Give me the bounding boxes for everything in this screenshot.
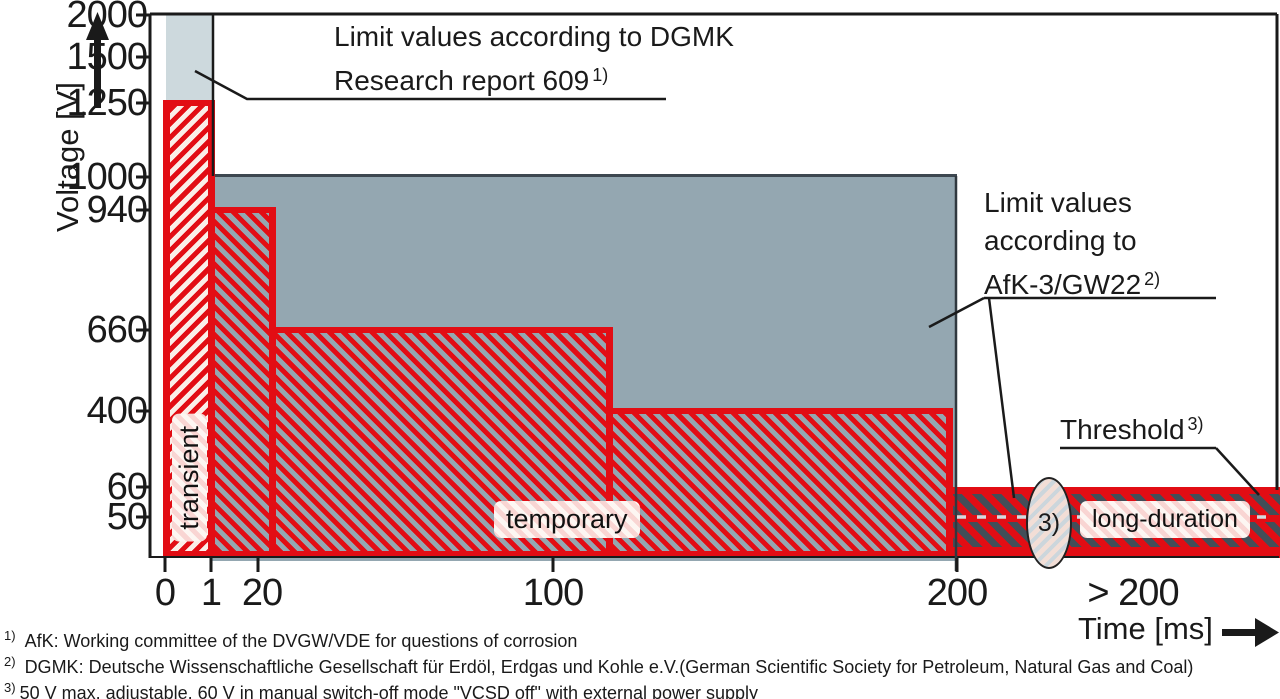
y-tick-50: 50: [106, 496, 148, 538]
y-tick-2000: 2000: [66, 0, 148, 36]
y-tick-1500: 1500: [66, 36, 148, 78]
step-column-940V-hatch: [215, 213, 269, 551]
dgmk-annotation-line2: Research report 609 1): [334, 65, 609, 96]
step-top-1250V: [163, 100, 215, 106]
afk-leader-line-band: [987, 297, 1016, 499]
footnote-1-text: AfK: Working committee of the DVGW/VDE f…: [24, 631, 578, 651]
time-axis-arrow-icon: [1222, 618, 1279, 647]
footnote-3-marker-text: 3): [4, 680, 16, 695]
step-top-940V: [208, 207, 276, 213]
afk-annotation: Limit values according to AfK-3/GW22 2): [984, 184, 1160, 304]
x-tick-200: 200: [926, 572, 988, 614]
step-top-660V: [269, 327, 613, 333]
step-outline-200ms-edge: [946, 408, 953, 558]
region-label-temporary: temporary: [494, 501, 640, 538]
footnote-1-marker: 1): [4, 628, 16, 643]
footnote-2-marker: 2): [4, 654, 16, 669]
footnote-2-text: DGMK: Deutsche Wissenschaftliche Gesells…: [24, 657, 1194, 677]
x-axis-title: Time [ms]: [1078, 611, 1213, 646]
step-column-400V-hatch: [613, 414, 946, 551]
x-tick-0: 0: [154, 572, 176, 614]
x-tick-1: 1: [200, 572, 222, 614]
step-outline-left-edge: [163, 100, 170, 558]
step-outline-100ms-edge: [606, 327, 613, 558]
footnote-1: 1) AfK: Working committee of the DVGW/VDE…: [4, 624, 577, 653]
region-label-long-duration: long-duration: [1080, 501, 1250, 538]
long-duration-threshold-band: [953, 487, 1280, 558]
step-outline-20ms-edge: [269, 207, 276, 558]
y-axis-title: Voltage [V]: [50, 82, 85, 232]
y-tick-400: 400: [86, 390, 148, 432]
step-outline-1ms-edge: [208, 103, 215, 558]
threshold-annotation: Threshold 3): [1060, 414, 1204, 445]
threshold-footnote-marker: 3): [1187, 414, 1204, 434]
x-tick-100: 100: [522, 572, 584, 614]
footnote-3-ellipse-marker: 3): [1026, 477, 1072, 569]
step-bottom-edge: [163, 551, 1280, 558]
footnote-2: 2) DGMK: Deutsche Wissenschaftliche Gesel…: [4, 650, 1193, 679]
region-label-transient: transient: [172, 414, 207, 542]
dgmk-footnote-marker: 1): [592, 65, 609, 85]
afk-footnote-marker: 2): [1144, 269, 1161, 289]
footnote-3-text: 50 V max. adjustable, 60 V in manual swi…: [19, 683, 759, 699]
x-tick-gt200: > 200: [1087, 572, 1179, 614]
dgmk-limit-region: [166, 15, 213, 103]
y-tick-1250: 1250: [66, 82, 148, 124]
footnote-3: 3) 50 V max. adjustable, 60 V in manual s…: [4, 676, 758, 699]
y-tick-660: 660: [86, 309, 148, 351]
dgmk-annotation: Limit values according to DGMK Research …: [334, 18, 734, 100]
dgmk-annotation-line1: Limit values according to DGMK: [334, 21, 734, 52]
y-tick-1000: 1000: [66, 156, 148, 198]
afk-annotation-line2: according to: [984, 225, 1137, 256]
footnote-3-ellipse-label: 3): [1037, 508, 1061, 537]
x-tick-20: 20: [241, 572, 283, 614]
afk-annotation-line3: AfK-3/GW22 2): [984, 269, 1161, 300]
step-top-400V: [606, 408, 953, 414]
afk-annotation-line1: Limit values: [984, 187, 1132, 218]
